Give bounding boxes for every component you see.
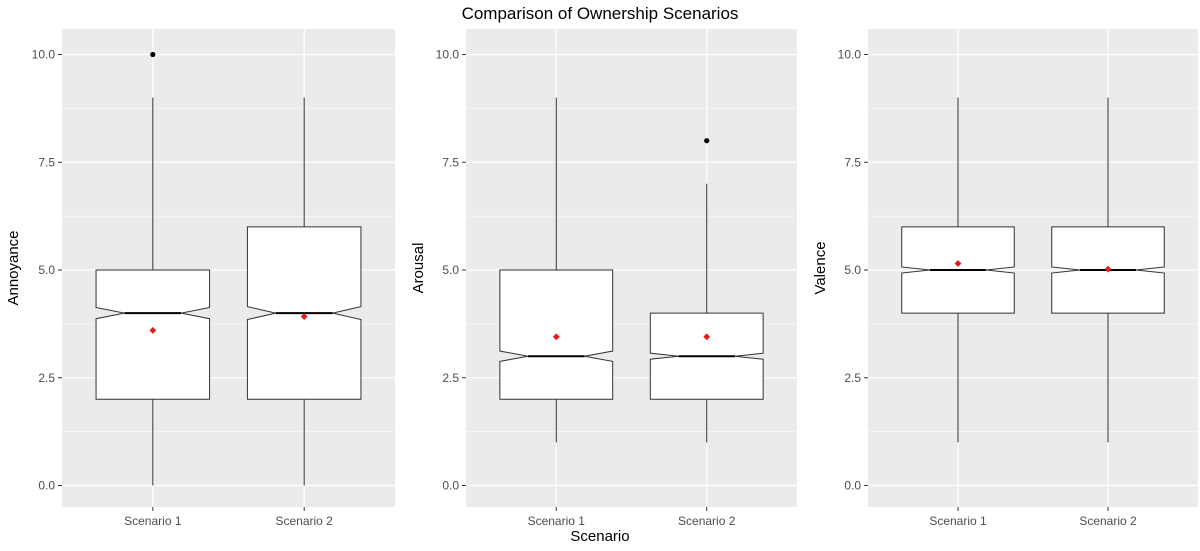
x-tick-label: Scenario 1 — [124, 514, 182, 528]
y-tick-label: 7.5 — [38, 155, 55, 169]
chart-title: Comparison of Ownership Scenarios — [461, 4, 739, 23]
mean-marker — [703, 333, 711, 341]
x-tick-label: Scenario 2 — [1079, 514, 1137, 528]
y-tick-label: 0.0 — [844, 479, 861, 493]
y-tick-label: 2.5 — [38, 371, 55, 385]
y-axis-label: Valence — [812, 241, 829, 294]
notched-box — [95, 269, 211, 400]
y-tick-label: 2.5 — [442, 371, 459, 385]
x-tick-label: Scenario 1 — [929, 514, 987, 528]
mean-marker — [1104, 265, 1112, 273]
y-tick-label: 5.0 — [844, 263, 861, 277]
y-tick-label: 10.0 — [838, 48, 862, 62]
y-tick-label: 10.0 — [32, 48, 56, 62]
y-tick-label: 5.0 — [442, 263, 459, 277]
y-axis-label: Annoyance — [5, 230, 22, 305]
x-tick-label: Scenario 2 — [678, 514, 736, 528]
y-tick-label: 0.0 — [442, 479, 459, 493]
panel-background — [466, 29, 797, 507]
y-tick-label: 0.0 — [38, 479, 55, 493]
mean-marker — [552, 333, 560, 341]
x-axis-label: Scenario — [570, 528, 630, 545]
outlier-point — [150, 51, 156, 58]
x-tick-label: Scenario 2 — [275, 514, 333, 528]
outlier-point — [704, 138, 710, 144]
mean-marker — [300, 313, 308, 320]
y-tick-label: 7.5 — [442, 155, 459, 169]
y-axis-label: Arousal — [410, 243, 427, 294]
mean-marker — [149, 326, 157, 334]
y-tick-label: 5.0 — [38, 263, 55, 277]
mean-marker — [954, 260, 962, 267]
y-tick-label: 7.5 — [844, 155, 861, 169]
y-tick-label: 10.0 — [436, 48, 460, 62]
x-tick-label: Scenario 1 — [528, 514, 586, 528]
y-tick-label: 2.5 — [844, 371, 861, 385]
